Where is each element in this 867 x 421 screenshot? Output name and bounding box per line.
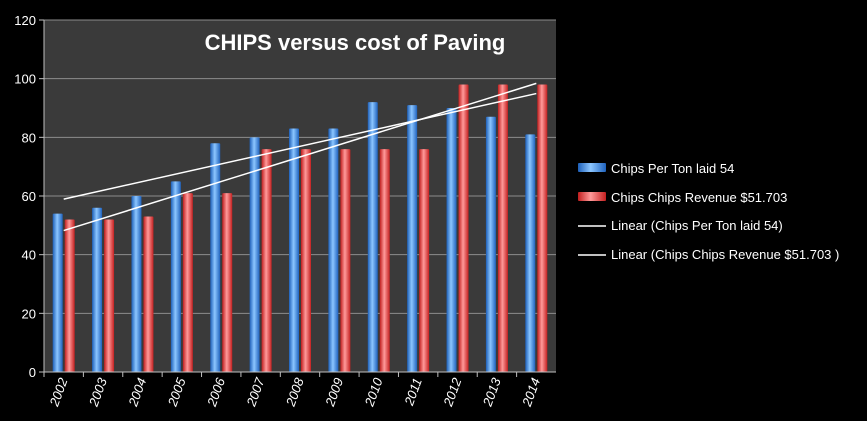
legend-label: Linear (Chips Per Ton laid 54) [611,218,783,233]
x-axis-ticks: 2002 2003 2004 2005 2006 2007 2008 2009 2010 2011… [43,372,543,409]
y-tick-label: 80 [22,130,36,145]
legend-swatch [578,192,606,201]
bar-chips-per-ton [52,213,63,372]
x-tick-label: 2009 [322,376,346,409]
legend-label: Chips Chips Revenue $51.703 [611,190,787,205]
bar-chips-per-ton [249,137,260,372]
bar-chips-per-ton [485,116,496,372]
legend-item-linear-chips-per-ton: Linear (Chips Per Ton laid 54) [578,218,783,233]
x-tick-label: 2006 [204,375,229,409]
bar-chips-revenue [64,219,75,372]
bar-chips-per-ton [210,143,221,372]
legend: Chips Per Ton laid 54 Chips Chips Revenue… [578,161,839,262]
legend-item-linear-chips-revenue: Linear (Chips Chips Revenue $51.703 ) [578,247,839,262]
trendline-chips-per-ton [63,92,537,200]
x-tick-label: 2002 [46,375,71,409]
bar-chips-revenue [143,216,154,372]
bar-chips-revenue [340,149,351,372]
bar-chips-per-ton [328,128,339,372]
bar-chips-revenue [379,149,390,372]
trendlines [63,82,537,232]
y-tick-label: 100 [14,72,36,87]
bar-chips-per-ton [446,108,457,372]
bar-chips-per-ton [131,196,142,372]
x-tick-label: 2014 [519,376,543,409]
x-tick-label: 2013 [479,375,504,409]
bar-chips-per-ton [525,134,536,372]
legend-label: Linear (Chips Chips Revenue $51.703 ) [611,247,839,262]
y-tick-label: 0 [29,365,36,380]
x-tick-label: 2004 [125,376,149,409]
bar-chips-revenue [261,149,272,372]
x-tick-label: 2003 [86,375,111,409]
x-tick-label: 2011 [401,376,425,408]
bar-chips-per-ton [407,105,418,373]
bar-chips-per-ton [170,181,181,372]
y-tick-label: 20 [22,306,36,321]
gridlines [44,19,556,314]
legend-label: Chips Per Ton laid 54 [611,161,734,176]
x-tick-label: 2005 [164,375,189,409]
bar-chips-per-ton [367,102,378,372]
bar-chips-revenue [458,84,469,373]
x-tick-label: 2010 [361,375,386,409]
x-tick-label: 2007 [243,375,268,409]
bar-chips-revenue [419,149,430,372]
bar-chips-revenue [222,193,233,372]
chart-title: CHIPS versus cost of Paving [205,30,506,55]
bar-chips-revenue [104,219,115,372]
bars [52,84,548,373]
x-tick-label: 2008 [282,375,307,409]
legend-item-chips-per-ton: Chips Per Ton laid 54 [578,161,734,176]
y-tick-label: 60 [22,189,36,204]
bar-chips-revenue [301,149,311,372]
bar-chips-revenue [497,84,508,373]
x-tick-label: 2012 [440,375,465,409]
legend-swatch [578,163,606,172]
trendline-chips-revenue [63,82,537,232]
bar-chips-per-ton [289,128,299,372]
bar-chips-revenue [537,84,548,373]
y-tick-label: 40 [22,248,36,263]
y-axis-ticks: 0 20 40 60 80 100 120 [14,13,44,380]
bar-chips-revenue [182,193,193,372]
y-tick-label: 120 [14,13,36,28]
legend-item-chips-revenue: Chips Chips Revenue $51.703 [578,190,787,205]
bar-chips-per-ton [92,207,103,372]
